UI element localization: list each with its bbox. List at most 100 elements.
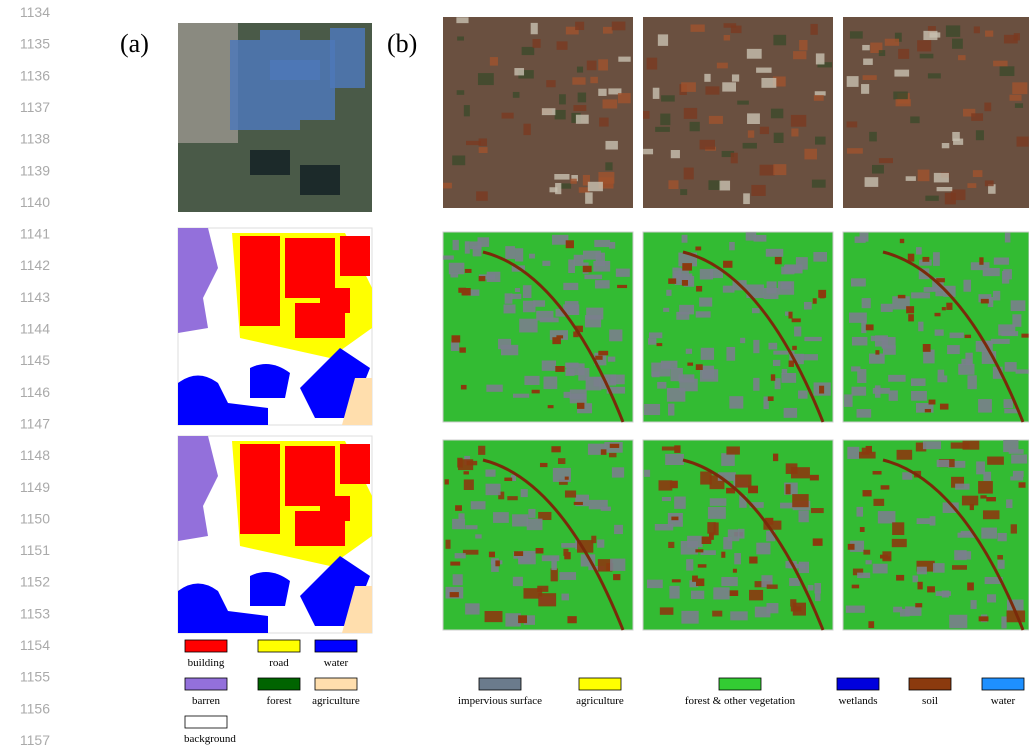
mask-region <box>752 308 760 313</box>
mask-region <box>445 479 449 484</box>
mask-region <box>721 453 735 466</box>
mask-region <box>792 494 808 507</box>
mask-region <box>813 538 823 545</box>
image-patch <box>573 105 586 111</box>
mask-region <box>857 369 866 383</box>
image-patch <box>684 168 694 180</box>
line-number: 1150 <box>20 510 50 526</box>
mask-region <box>902 472 912 479</box>
line-number: 1145 <box>20 352 50 368</box>
image-patch <box>850 31 863 38</box>
mask-region <box>583 266 592 272</box>
image-patch <box>660 114 670 126</box>
mask-region <box>450 592 459 597</box>
mask-region <box>1006 499 1012 508</box>
mask-region <box>753 340 759 353</box>
mask-region <box>978 399 992 413</box>
image-patch <box>555 110 566 120</box>
mask-region <box>734 553 741 564</box>
mask-region <box>453 574 463 585</box>
mask-region <box>976 461 985 474</box>
image-patch <box>893 92 908 100</box>
mask-region <box>699 298 712 307</box>
mask-region <box>489 552 495 558</box>
mask-region <box>918 322 923 332</box>
legend-swatch <box>258 678 300 690</box>
image-patch <box>732 74 739 81</box>
image-patch <box>456 17 468 23</box>
mask-region <box>873 499 884 506</box>
mask-region <box>712 611 722 617</box>
mask-region <box>451 341 459 351</box>
image-patch <box>330 28 365 88</box>
mask-region <box>813 298 817 303</box>
image-patch <box>816 53 825 64</box>
mask-region <box>598 351 608 356</box>
legend-swatch <box>315 678 357 690</box>
mask-region <box>674 445 680 453</box>
mask-region <box>981 528 997 539</box>
mask-region <box>781 373 796 383</box>
mask-region <box>856 507 863 517</box>
mask-region <box>773 360 780 366</box>
mask-region <box>900 239 904 243</box>
mask-region <box>457 458 462 468</box>
mask-region <box>465 241 470 253</box>
mask-region <box>513 577 523 586</box>
mask-region <box>446 540 451 549</box>
image-patch <box>590 77 598 83</box>
mask-region <box>666 290 671 296</box>
image-patch <box>937 187 953 191</box>
image-patch <box>917 40 931 51</box>
mask-region <box>647 580 663 589</box>
mask-region <box>320 496 350 521</box>
mask-region <box>585 315 601 327</box>
image-patch <box>655 127 670 132</box>
mask-region <box>452 335 461 342</box>
mask-region <box>505 246 515 259</box>
legend-label: forest <box>266 695 291 707</box>
mask-region <box>818 290 826 298</box>
mask-region <box>768 396 774 401</box>
mask-region <box>551 446 560 452</box>
mask-region <box>340 444 370 484</box>
image-patch <box>869 132 877 142</box>
mask-region <box>946 303 952 310</box>
mask-region <box>1004 409 1018 414</box>
mask-region <box>936 591 951 596</box>
mask-region <box>504 304 516 313</box>
mask-region <box>857 573 870 578</box>
mask-region <box>940 404 949 410</box>
image-patch <box>791 128 798 136</box>
image-patch <box>814 95 824 101</box>
mask-region <box>804 302 812 310</box>
mask-region <box>558 458 565 464</box>
legend-swatch <box>579 678 621 690</box>
mask-region <box>507 496 517 500</box>
image-patch <box>761 78 776 88</box>
line-number: 1157 <box>20 732 50 746</box>
mask-region <box>933 252 940 266</box>
image-patch <box>974 26 980 33</box>
mask-region <box>849 313 867 323</box>
mask-region <box>925 409 931 412</box>
mask-region <box>875 385 880 397</box>
mask-region <box>485 611 503 622</box>
line-number: 1134 <box>20 4 50 20</box>
mask-region <box>913 575 919 582</box>
mask-region <box>746 232 757 240</box>
mask-region <box>983 510 1000 519</box>
image-patch <box>605 141 617 150</box>
mask-region <box>537 586 548 592</box>
mask-region <box>695 549 703 552</box>
line-number: 1143 <box>20 289 50 305</box>
mask-region <box>700 471 711 484</box>
mask-region <box>561 543 579 548</box>
mask-region <box>983 268 1000 276</box>
mask-region <box>929 400 936 405</box>
image-patch <box>731 26 742 34</box>
image-patch <box>946 25 960 36</box>
mask-region <box>532 390 540 394</box>
mask-region <box>726 446 740 454</box>
mask-region <box>594 377 602 387</box>
